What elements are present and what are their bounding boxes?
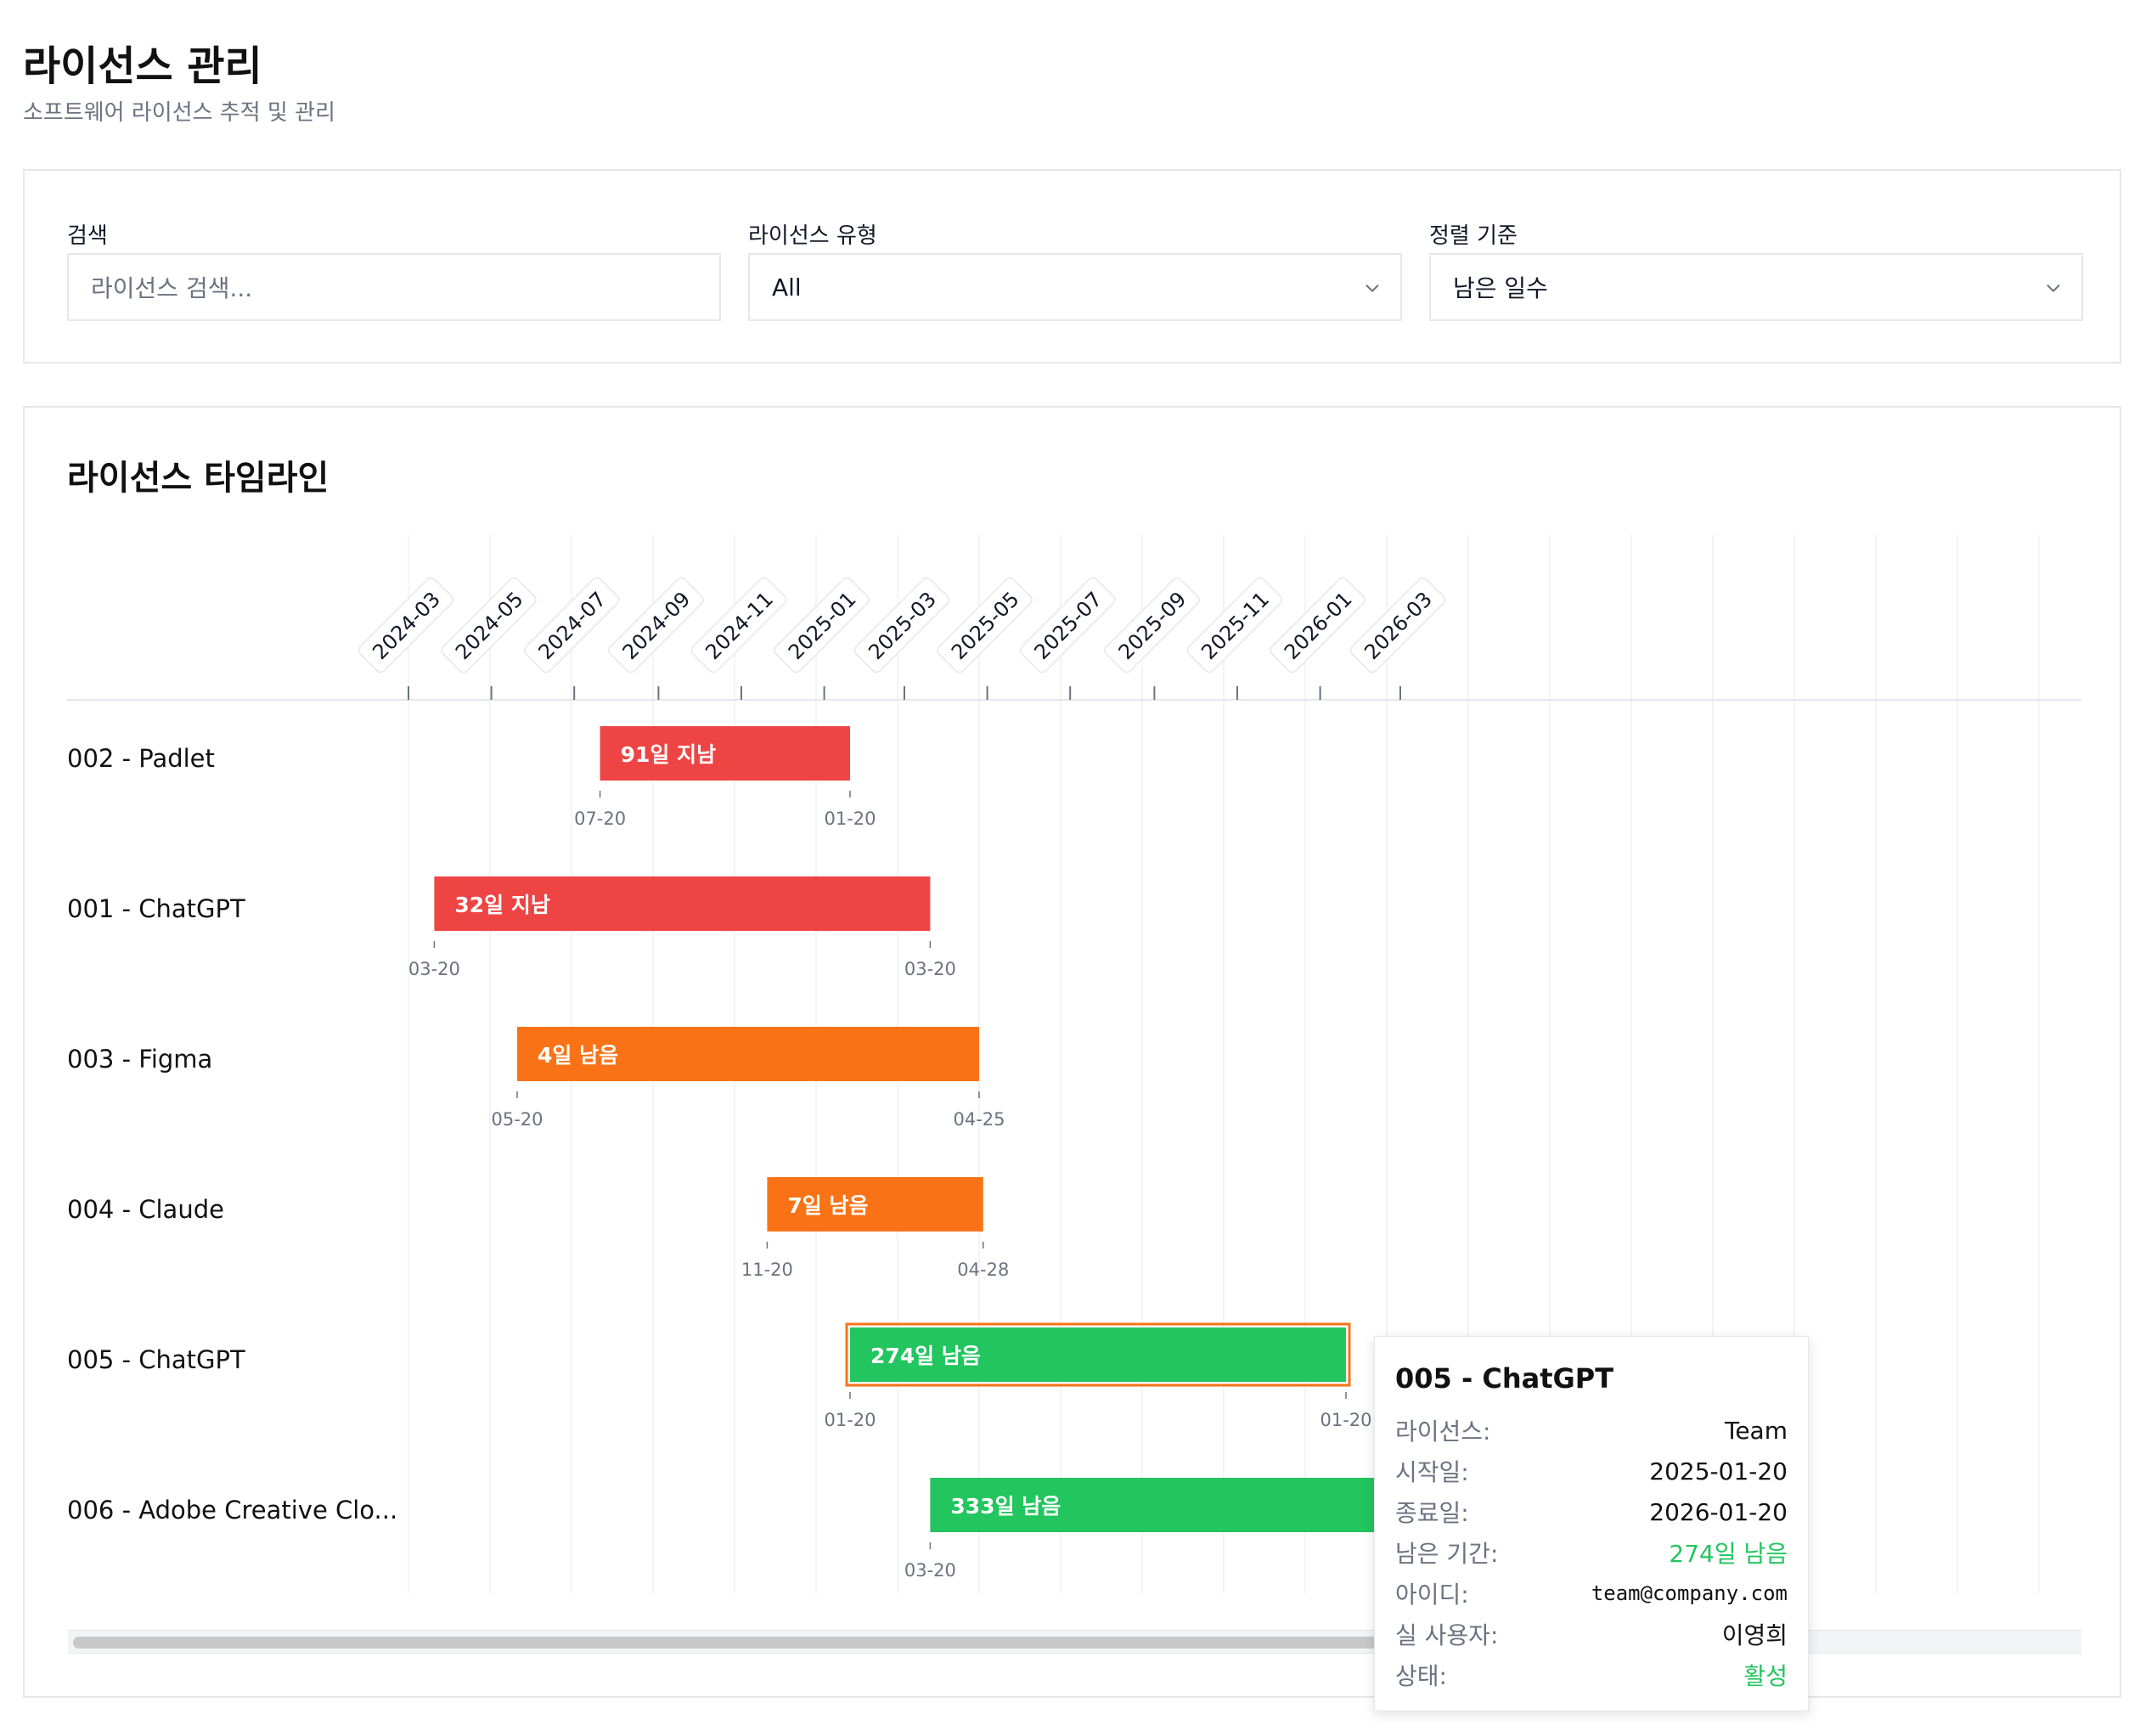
tooltip-value: 2025-01-20 [1649, 1457, 1788, 1485]
license-type-value: All [772, 273, 802, 302]
bar-badge: 274일 남음 [870, 1344, 981, 1368]
tooltip-value: 2026-01-20 [1649, 1497, 1788, 1526]
bar-end-label: 01-20 [824, 809, 876, 829]
tooltip-key: 실 사용자: [1395, 1621, 1499, 1649]
bar-start-label: 03-20 [408, 959, 460, 979]
search-input[interactable]: 라이선스 검색... [67, 253, 721, 321]
bar-end-label: 01-20 [1320, 1410, 1371, 1430]
axis-tick-label: 2026-01 [1270, 577, 1365, 674]
tooltip-row: 상태: 활성 [1395, 1654, 1788, 1695]
tooltip-row: 라이선스: Team [1395, 1410, 1788, 1451]
license-tooltip: 005 - ChatGPT 라이선스: Team 시작일: 2025-01-20 종료일… [1374, 1336, 1809, 1711]
tooltip-row: 남은 기간: 274일 남음 [1395, 1532, 1788, 1573]
axis-tick-text: 2024-07 [534, 587, 611, 664]
tooltip-value: 이영희 [1721, 1621, 1788, 1649]
tooltip-value: 활성 [1743, 1662, 1788, 1690]
license-bar-expired[interactable] [434, 876, 931, 931]
license-bar-active[interactable] [930, 1478, 1427, 1532]
license-type-select[interactable]: All [748, 253, 1402, 321]
sort-select[interactable]: 남은 일수 [1429, 253, 2083, 321]
row-label: 004 - Claude [67, 1195, 224, 1224]
bar-end-label: 03-20 [904, 959, 956, 979]
row-label: 001 - ChatGPT [67, 894, 245, 923]
sort-label: 정렬 기준 [1429, 223, 1518, 249]
row-label: 005 - ChatGPT [67, 1345, 245, 1374]
tooltip-key: 라이선스: [1395, 1418, 1491, 1446]
bar-badge: 4일 남음 [538, 1043, 618, 1068]
tooltip-title: 005 - ChatGPT [1395, 1362, 1614, 1395]
license-bar-expiring[interactable] [517, 1027, 979, 1081]
axis-tick-text: 2025-05 [947, 587, 1024, 664]
row-label: 002 - Padlet [67, 744, 215, 773]
tooltip-row: 종료일: 2026-01-20 [1395, 1491, 1788, 1532]
bar-start-label: 07-20 [574, 809, 626, 829]
tooltip-key: 아이디: [1395, 1581, 1469, 1609]
tooltip-value: Team [1724, 1416, 1788, 1445]
search-placeholder: 라이선스 검색... [91, 274, 253, 302]
sort-value: 남은 일수 [1453, 274, 1548, 302]
axis-tick-text: 2025-11 [1197, 587, 1274, 664]
scrollbar-thumb[interactable] [73, 1637, 1415, 1649]
axis-tick-label: 2024-11 [690, 577, 787, 674]
axis-tick-text: 2026-01 [1280, 587, 1357, 664]
bar-start-label: 03-20 [904, 1560, 956, 1581]
axis-tick-text: 2025-09 [1114, 587, 1191, 664]
bar-start-label: 05-20 [491, 1109, 543, 1130]
tooltip-key: 종료일: [1395, 1499, 1469, 1527]
row-label: 003 - Figma [67, 1045, 212, 1074]
axis-tick-label: 2025-03 [853, 577, 950, 674]
bar-start-label: 11-20 [741, 1260, 793, 1280]
selected-bar-outline [845, 1322, 1351, 1387]
page-subtitle: 소프트웨어 라이선스 추적 및 관리 [23, 100, 335, 126]
axis-tick-label: 2025-05 [937, 577, 1033, 674]
license-bar-expired[interactable] [600, 726, 850, 781]
bar-badge: 333일 남음 [950, 1494, 1061, 1519]
tooltip-value: team@company.com [1591, 1581, 1788, 1605]
bar-end-label: 04-28 [957, 1260, 1009, 1280]
license-bar-active[interactable] [850, 1327, 1346, 1382]
axis-tick-label: 2026-03 [1349, 577, 1446, 674]
axis-tick-text: 2024-09 [618, 587, 695, 664]
axis-tick-text: 2025-07 [1030, 587, 1107, 664]
bar-badge: 7일 남음 [787, 1193, 868, 1218]
search-label: 검색 [67, 223, 108, 249]
bar-end-label: 04-25 [953, 1109, 1005, 1130]
chevron-down-icon [2047, 285, 2060, 292]
filter-panel: 검색 라이선스 검색... 라이선스 유형 All 정렬 기준 남은 일수 [23, 169, 2121, 364]
tooltip-key: 시작일: [1395, 1458, 1469, 1486]
page-title: 라이선스 관리 [23, 42, 262, 90]
license-type-label: 라이선스 유형 [748, 223, 877, 249]
axis-tick-label: 2024-03 [358, 577, 454, 674]
tooltip-row: 시작일: 2025-01-20 [1395, 1451, 1788, 1491]
timeline-chart: 2024-03 2024-05 2024-07 2024-09 2024-11 2025-… [67, 535, 2081, 1606]
axis-tick-text: 2024-03 [368, 587, 445, 664]
axis-tick-label: 2025-01 [774, 577, 870, 674]
axis-tick-text: 2025-03 [864, 587, 941, 664]
tooltip-key: 상태: [1395, 1662, 1447, 1690]
tooltip-row: 아이디: team@company.com [1395, 1573, 1788, 1614]
chevron-down-icon [1365, 285, 1379, 292]
axis-tick-text: 2025-01 [784, 587, 861, 664]
axis-tick-label: 2025-11 [1186, 577, 1283, 674]
bar-start-label: 01-20 [824, 1410, 876, 1430]
axis-tick-text: 2024-11 [701, 587, 778, 664]
bar-badge: 91일 지남 [621, 742, 717, 767]
row-label: 006 - Adobe Creative Clo... [67, 1496, 397, 1525]
timeline-title: 라이선스 타임라인 [67, 459, 329, 498]
axis-tick-label: 2024-05 [441, 577, 537, 674]
axis-tick-label: 2025-09 [1104, 577, 1200, 674]
tooltip-row: 실 사용자: 이영희 [1395, 1614, 1788, 1654]
bar-badge: 32일 지남 [454, 893, 550, 917]
axis-tick-label: 2025-07 [1019, 577, 1116, 674]
license-bar-expiring[interactable] [767, 1177, 983, 1232]
axis-tick-text: 2026-03 [1360, 587, 1437, 664]
tooltip-key: 남은 기간: [1395, 1540, 1499, 1568]
tooltip-value: 274일 남음 [1669, 1540, 1788, 1568]
axis-tick-label: 2024-09 [608, 577, 704, 674]
